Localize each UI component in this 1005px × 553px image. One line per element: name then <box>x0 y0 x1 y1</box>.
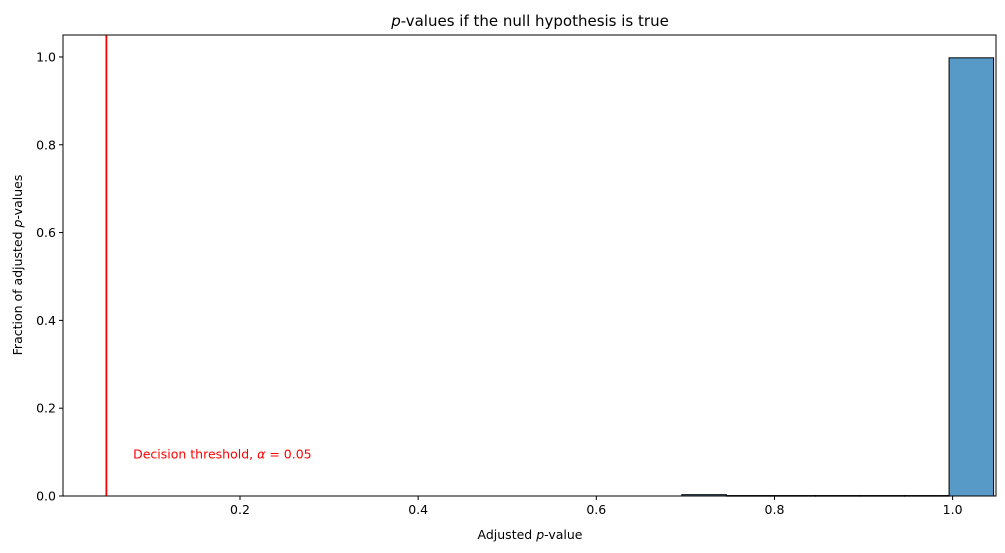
y-tick-label: 0.0 <box>36 489 56 504</box>
chart-title: p-values if the null hypothesis is true <box>390 12 669 30</box>
x-axis-ticks: 0.2 0.4 0.6 0.8 1.0 <box>230 496 963 517</box>
y-axis-ticks: 0.0 0.2 0.4 0.6 0.8 1.0 <box>36 49 63 504</box>
y-tick-label: 1.0 <box>36 49 56 64</box>
x-tick-label: 0.4 <box>408 502 428 517</box>
bars-layer <box>681 57 995 497</box>
decision-threshold-label: Decision threshold, α = 0.05 <box>133 447 312 462</box>
histogram-bar-6 <box>948 57 995 497</box>
x-axis-label: Adjusted p-value <box>478 527 583 542</box>
y-tick-label: 0.2 <box>36 401 56 416</box>
y-axis-label: Fraction of adjusted p-values <box>10 175 25 356</box>
x-tick-label: 0.6 <box>586 502 606 517</box>
y-tick-label: 0.8 <box>36 137 56 152</box>
threshold-layer: Decision threshold, α = 0.05 <box>105 35 312 496</box>
x-tick-label: 1.0 <box>943 502 963 517</box>
y-tick-label: 0.4 <box>36 313 56 328</box>
plot-area-frame <box>62 34 997 497</box>
x-tick-label: 0.8 <box>765 502 785 517</box>
x-tick-label: 0.2 <box>230 502 250 517</box>
y-tick-label: 0.6 <box>36 225 56 240</box>
